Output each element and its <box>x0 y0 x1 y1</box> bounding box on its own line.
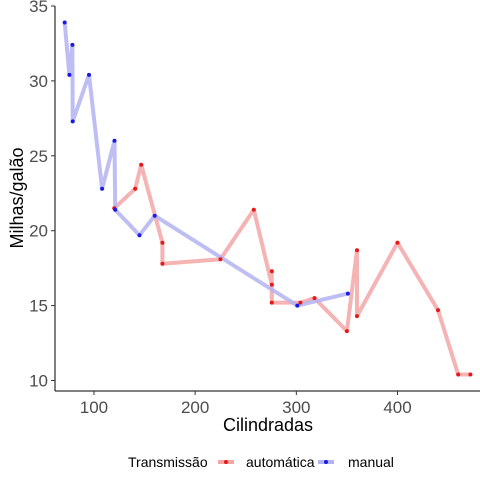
legend-key-point-1 <box>324 460 328 464</box>
y-tick-label-2: 20 <box>29 222 48 241</box>
data-point-0-2 <box>139 162 144 167</box>
data-point-1-9 <box>152 213 157 218</box>
data-point-1-2 <box>70 42 75 47</box>
data-point-0-17 <box>456 372 461 377</box>
data-point-1-4 <box>87 72 91 77</box>
legend: Transmissão automática manual <box>128 454 394 470</box>
data-point-0-18 <box>468 372 473 377</box>
legend-label-0: automática <box>246 454 315 470</box>
data-point-0-13 <box>355 248 359 253</box>
y-tick-label-5: 35 <box>29 0 48 16</box>
data-point-0-12 <box>344 329 349 334</box>
data-point-0-4 <box>160 261 165 266</box>
data-point-0-11 <box>312 296 317 301</box>
data-point-0-15 <box>395 240 400 245</box>
x-tick-label-1: 200 <box>181 398 209 417</box>
y-axis-title: Milhas/galão <box>7 147 27 248</box>
data-point-1-0 <box>62 20 67 25</box>
legend-key-point-0 <box>224 460 228 464</box>
data-point-0-8 <box>269 269 274 274</box>
data-point-1-11 <box>345 291 350 296</box>
data-point-0-16 <box>436 308 440 313</box>
data-point-0-7 <box>269 282 274 287</box>
data-point-1-8 <box>137 233 142 238</box>
y-tick-label-1: 15 <box>29 297 48 316</box>
data-point-0-9 <box>269 300 274 305</box>
data-point-0-1 <box>133 186 138 191</box>
y-tick-label-4: 30 <box>29 72 48 91</box>
y-tick-label-3: 25 <box>29 147 48 166</box>
x-tick-label-0: 100 <box>80 398 108 417</box>
data-point-0-10 <box>298 300 303 305</box>
y-tick-label-0: 10 <box>29 372 48 391</box>
data-point-1-3 <box>70 119 75 124</box>
series-line-0 <box>112 162 473 377</box>
x-tick-label-2: 300 <box>282 398 310 417</box>
data-point-1-5 <box>100 186 105 191</box>
data-point-1-6 <box>112 138 117 143</box>
data-point-0-3 <box>160 240 165 245</box>
legend-label-1: manual <box>348 454 394 470</box>
data-point-0-14 <box>355 314 359 319</box>
data-point-0-5 <box>218 257 223 262</box>
series-line-1 <box>62 20 350 308</box>
x-axis-title: Cilindradas <box>223 415 313 435</box>
data-point-1-7 <box>113 207 118 212</box>
legend-title: Transmissão <box>128 454 208 470</box>
x-tick-label-3: 400 <box>383 398 411 417</box>
axes-layer: 100 200 300 400 10 15 20 25 30 35 <box>29 0 480 417</box>
data-point-1-1 <box>67 72 72 77</box>
data-point-1-10 <box>295 303 300 308</box>
data-point-0-6 <box>251 207 256 212</box>
series-layer <box>62 20 473 377</box>
